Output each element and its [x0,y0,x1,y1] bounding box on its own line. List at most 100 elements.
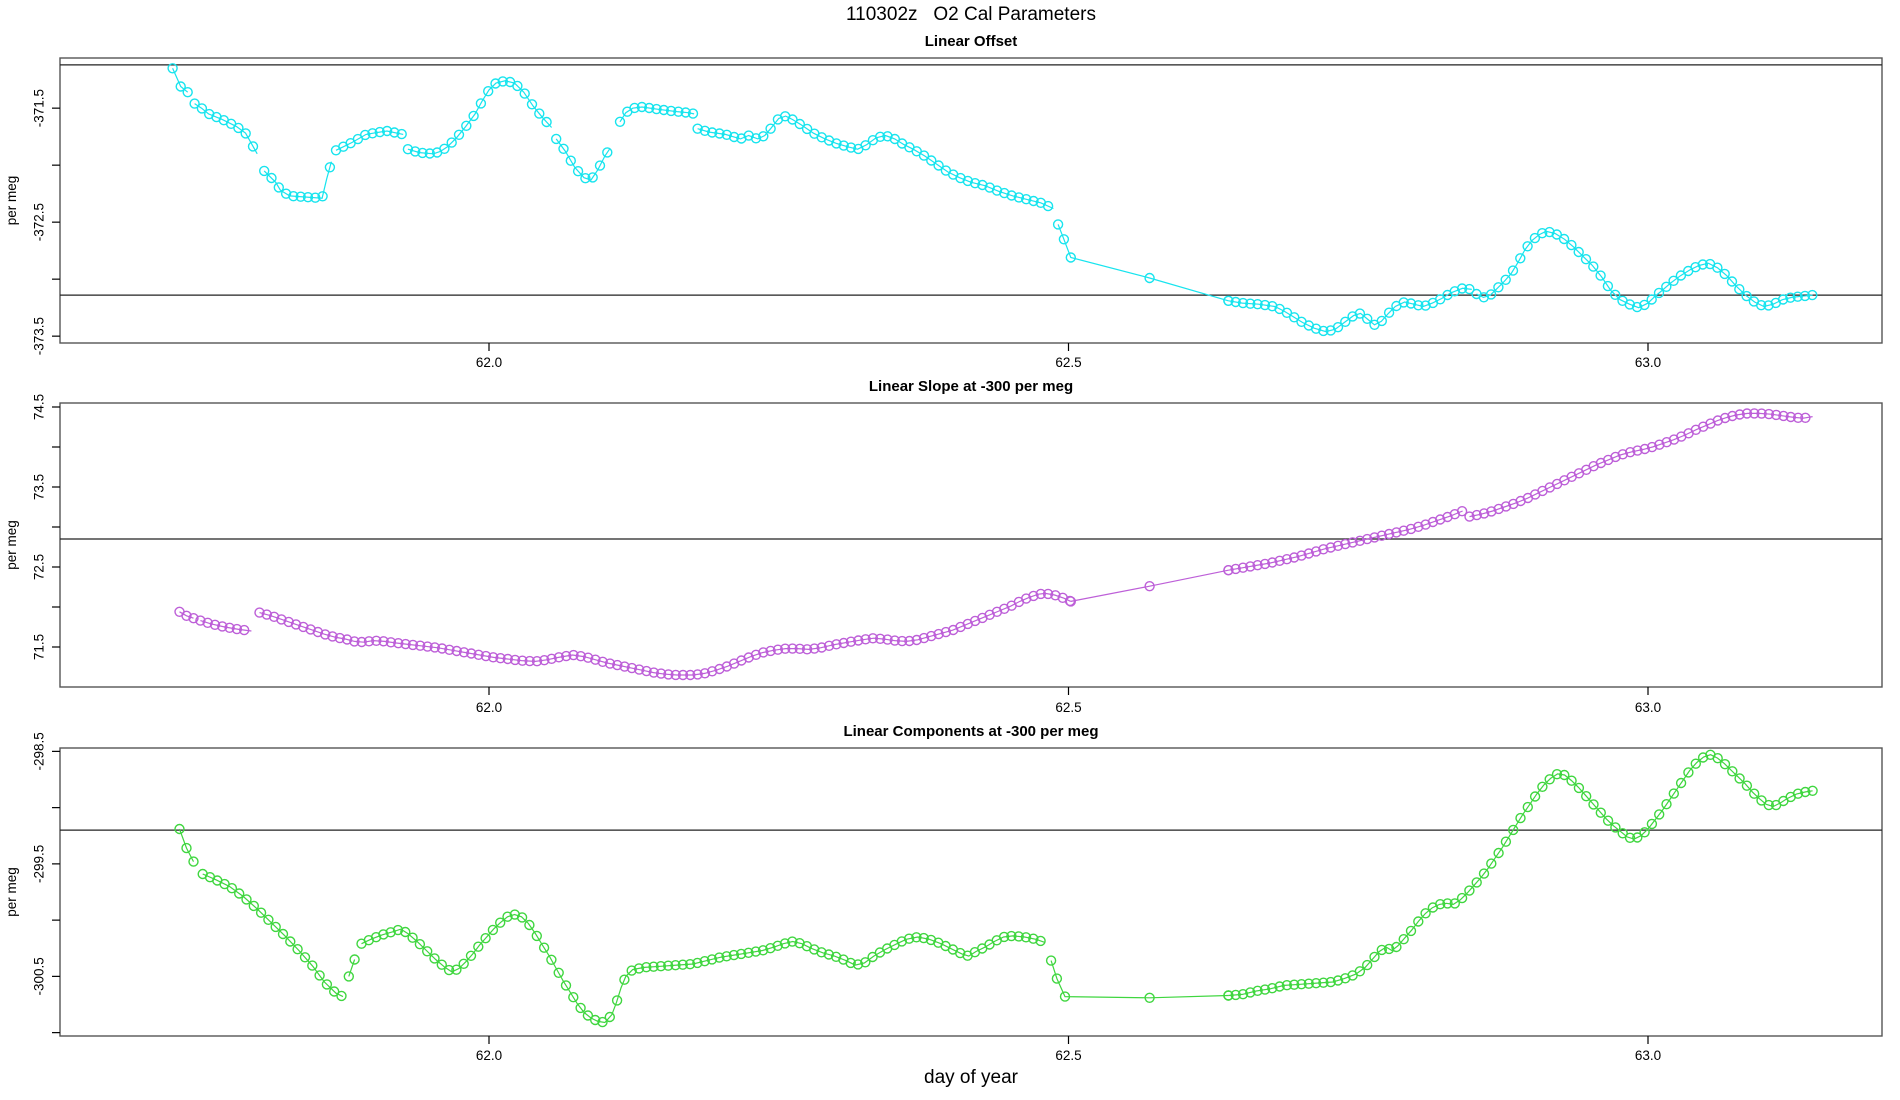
data-point [823,949,834,960]
data-point [410,146,421,157]
y-tick-label: -300.5 [32,957,47,995]
data-point [360,129,371,141]
data-point [687,108,699,119]
data-point [370,932,382,943]
y-tick-label: 74.5 [32,394,47,420]
data-point [889,133,900,145]
series-linear-slope [174,408,1813,681]
data-point [1515,253,1526,264]
data-point [875,633,886,644]
series-line [1070,569,1229,602]
data-point [1050,590,1061,601]
data-point [1580,791,1592,802]
data-point [290,619,302,630]
y-tick-label: -372.5 [32,203,47,241]
data-point [590,1014,601,1026]
data-point [1777,294,1789,305]
data-point [1006,190,1017,201]
data-point [531,930,542,942]
data-point [1544,774,1555,785]
data-point [1245,561,1256,572]
data-point [926,630,937,642]
data-point [189,98,200,109]
data-point [1661,437,1672,448]
data-point [1376,944,1388,956]
data-point [1646,294,1657,305]
data-point [809,643,820,654]
data-point [539,655,550,666]
data-point [1624,447,1636,458]
data-point [594,160,606,171]
data-point [1529,232,1541,244]
data-point [1675,777,1687,789]
data-point [298,621,309,633]
data-point [238,624,250,636]
data-point [721,129,732,141]
data-point [1274,981,1285,992]
data-point [1712,415,1724,426]
data-point [765,645,776,657]
data-point [1028,933,1039,944]
data-point [277,928,289,940]
data-point [728,131,740,143]
data-point [349,954,360,965]
data-point [487,924,499,936]
data-point [794,643,805,654]
data-point [1427,516,1439,528]
data-point [896,936,907,947]
data-point [626,965,637,976]
data-point [750,649,762,660]
data-point [1413,300,1424,311]
data-point [1405,298,1417,309]
data-point [1551,229,1563,240]
data-point [263,914,274,925]
data-point [202,617,213,628]
data-point [1288,552,1300,563]
data-point [1749,408,1760,419]
data-point [451,645,462,657]
data-point [546,653,557,664]
series-line [1050,960,1229,999]
data-point [933,628,944,640]
data-point [458,647,470,658]
data-point [1237,562,1249,573]
data-point [1144,581,1155,592]
data-point [302,191,314,203]
data-point [1347,311,1358,322]
data-point [838,140,849,151]
data-point [483,85,494,97]
data-point [1310,323,1322,334]
x-tick-label: 63.0 [1635,700,1661,715]
data-point [758,131,769,142]
data-point [295,191,306,202]
data-point [312,626,324,638]
data-point [324,162,336,173]
data-point [1719,412,1731,424]
data-point [1639,299,1650,311]
data-point [1792,291,1803,302]
data-point [1223,990,1234,1001]
data-point [619,974,630,985]
data-point [633,963,645,974]
data-point [1654,439,1665,450]
data-point [1354,966,1366,977]
data-point [692,957,703,969]
data-point [1493,847,1504,859]
data-point [1807,289,1818,301]
data-point [231,623,243,635]
data-point [867,633,879,644]
data-point [714,952,725,963]
data-point [1500,274,1511,285]
data-point [1727,766,1738,777]
data-point [780,643,791,654]
data-point [1230,989,1241,1001]
y-tick-label: -371.5 [32,89,47,127]
data-point [1632,832,1643,843]
data-point [1391,527,1402,538]
data-point [248,900,260,912]
data-point [349,636,360,647]
series-line [172,68,189,93]
data-point [1045,955,1057,966]
data-point [526,99,538,110]
data-point [680,107,691,118]
